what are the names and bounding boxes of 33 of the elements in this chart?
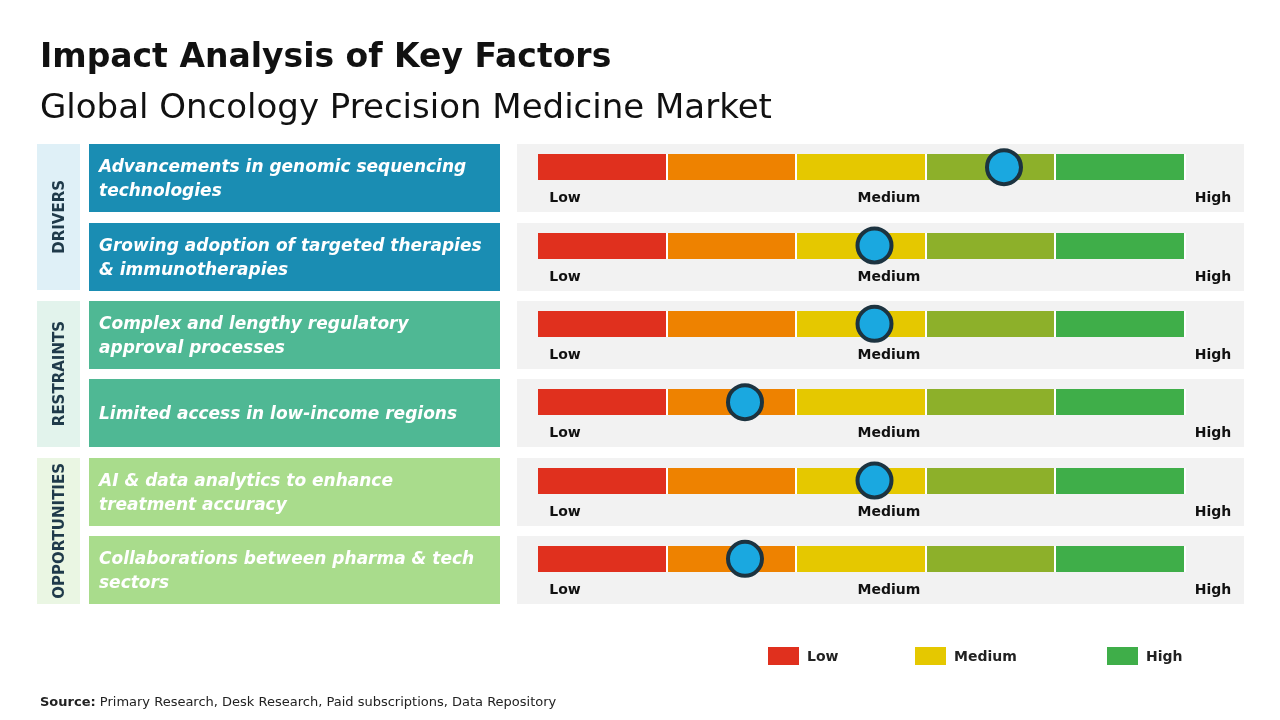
text: Medium [857,424,921,441]
text: Impact Analysis of Key Factors [40,36,612,75]
y-tick-label: Limited access in low-income regions [99,402,458,426]
text: Medium [857,580,921,597]
text: Low [549,580,581,597]
text: Medium [857,502,921,519]
text: Medium [857,267,921,284]
y-tick-label: AI & data analytics to enhance treatment accuracy [99,468,394,516]
source-note: Source: Primary Research, Desk Research, Paid subscriptions, Data Repository [40,694,557,709]
annotation: Medium [857,189,921,206]
text: High [1194,424,1232,441]
y-tick-label: Advancements in genomic sequencing technologies [99,155,468,203]
text: Global Oncology Precision Medicine Market [40,86,772,126]
text: DRIVERS [49,180,68,255]
text: Low [549,267,581,284]
text: Low [549,345,581,362]
y-tick-label: Growing adoption of targeted therapies & immunotherapies [99,233,483,281]
text: RESTRAINTS [49,321,68,427]
y-tick-label: Collaborations between pharma & tech sectors [99,546,476,594]
text: OPPORTUNITIES [49,462,68,599]
text: High [1194,502,1232,519]
text: High [1146,648,1183,664]
y-tick-label: Complex and lengthy regulatory approval processes [99,311,410,359]
text: Medium [857,345,921,362]
text: High [1194,580,1232,597]
text: High [1194,189,1232,206]
text: High [1194,345,1232,362]
text: Low [549,424,581,441]
text: High [1194,267,1232,284]
text: Low [549,502,581,519]
text: Medium [954,648,1017,664]
text: Low [549,189,581,206]
text: Low [807,648,839,664]
